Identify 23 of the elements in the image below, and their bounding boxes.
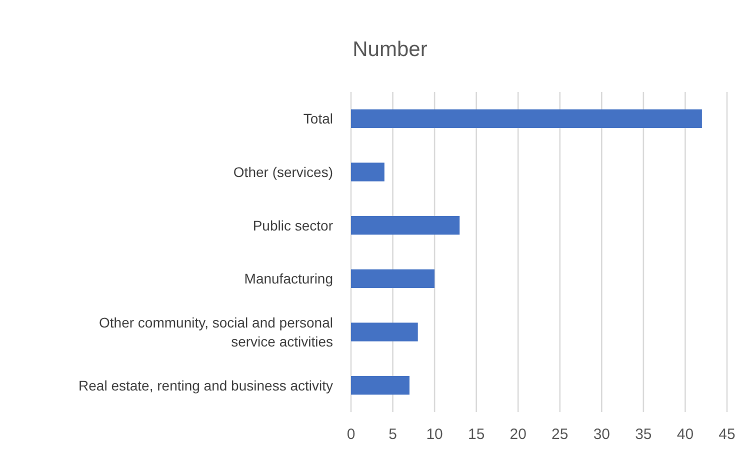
chart-title: Number: [352, 38, 428, 61]
x-tick-label: 45: [718, 426, 736, 443]
bar: [351, 322, 418, 342]
x-tick-label: 25: [552, 426, 568, 443]
y-tick-label: Other community, social and personal service activities: [99, 314, 333, 350]
x-tick-label: 40: [676, 426, 694, 443]
bar: [351, 109, 702, 128]
bar: [351, 162, 384, 182]
x-tick-label: 20: [510, 426, 526, 443]
x-tick-label: 35: [635, 426, 652, 443]
y-tick-label: Real estate, renting and business activity: [78, 377, 333, 394]
y-tick-label: Public sector: [252, 217, 334, 234]
x-tick-label: 15: [468, 426, 485, 443]
y-tick-label: Manufacturing: [244, 270, 333, 287]
x-tick-label: 0: [346, 426, 356, 443]
x-tick-label: 10: [426, 426, 443, 443]
y-tick-label: Total: [303, 110, 333, 127]
x-tick-label: 5: [388, 426, 397, 443]
x-tick-label: 30: [593, 426, 610, 443]
y-tick-label: Other (services): [233, 164, 333, 180]
bar: [351, 269, 435, 288]
bar: [351, 216, 460, 235]
bar: [351, 376, 410, 395]
